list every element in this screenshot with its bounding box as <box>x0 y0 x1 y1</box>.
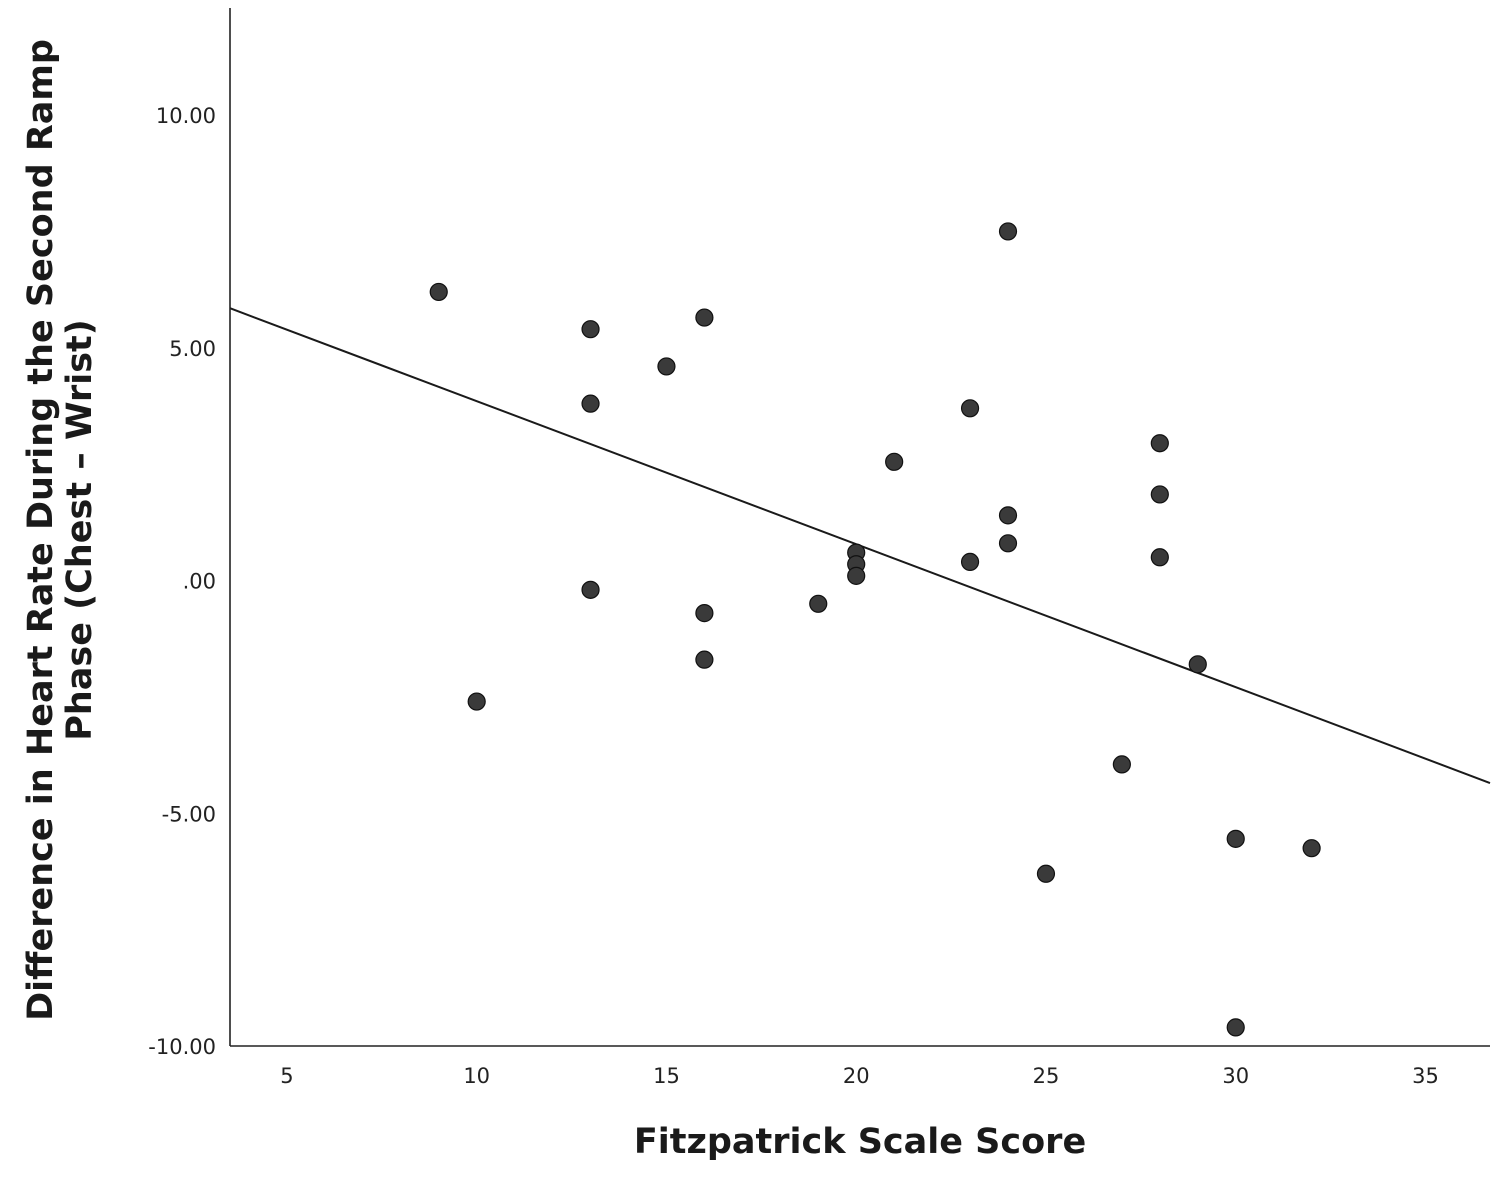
y-tick-label: .00 <box>183 570 216 594</box>
data-point <box>1150 548 1169 567</box>
x-axis-title: Fitzpatrick Scale Score <box>634 1122 1086 1162</box>
data-point <box>1150 434 1169 453</box>
x-tick-label: 35 <box>1412 1064 1439 1088</box>
y-tick-label: -10.00 <box>148 1035 216 1059</box>
data-point <box>1226 829 1245 848</box>
x-tick-label: 5 <box>280 1064 293 1088</box>
data-point <box>1302 839 1321 858</box>
data-point <box>695 604 714 623</box>
data-point <box>695 308 714 327</box>
data-point <box>657 357 676 376</box>
data-point <box>467 692 486 711</box>
data-point <box>1036 864 1056 883</box>
y-tick-label: -5.00 <box>162 802 216 826</box>
data-point <box>695 650 714 669</box>
tick-labels: 10.00 5.00 .00 -5.00 -10.00 5 10 15 20 25 30 35 <box>148 104 1439 1088</box>
data-point <box>429 282 448 302</box>
y-tick-label: 10.00 <box>156 104 216 128</box>
y-axis-title-line-2: Phase (Chest – Wrist) <box>60 319 100 741</box>
axes <box>229 8 1490 1047</box>
data-point <box>960 552 980 572</box>
y-tick-label: 5.00 <box>169 337 216 361</box>
x-tick-label: 10 <box>463 1064 490 1088</box>
data-point <box>847 566 866 585</box>
y-axis-title: Difference in Heart Rate During the Seco… <box>21 39 100 1021</box>
data-point <box>1112 755 1131 774</box>
data-point <box>998 222 1018 241</box>
data-point <box>998 534 1018 553</box>
data-point <box>581 394 600 413</box>
plot-marks <box>229 222 1491 1037</box>
x-tick-label: 25 <box>1033 1064 1060 1088</box>
x-tick-label: 30 <box>1222 1064 1249 1088</box>
data-point <box>998 506 1018 525</box>
data-point <box>960 399 980 418</box>
data-point <box>1188 655 1207 674</box>
data-point <box>1226 1018 1245 1037</box>
x-tick-label: 20 <box>843 1064 870 1088</box>
data-point <box>581 580 600 599</box>
data-point <box>581 320 600 339</box>
x-tick-label: 15 <box>653 1064 680 1088</box>
data-point <box>809 594 828 613</box>
data-point <box>885 452 904 471</box>
data-point <box>1150 485 1169 504</box>
y-axis-title-line-1: Difference in Heart Rate During the Seco… <box>21 39 61 1021</box>
